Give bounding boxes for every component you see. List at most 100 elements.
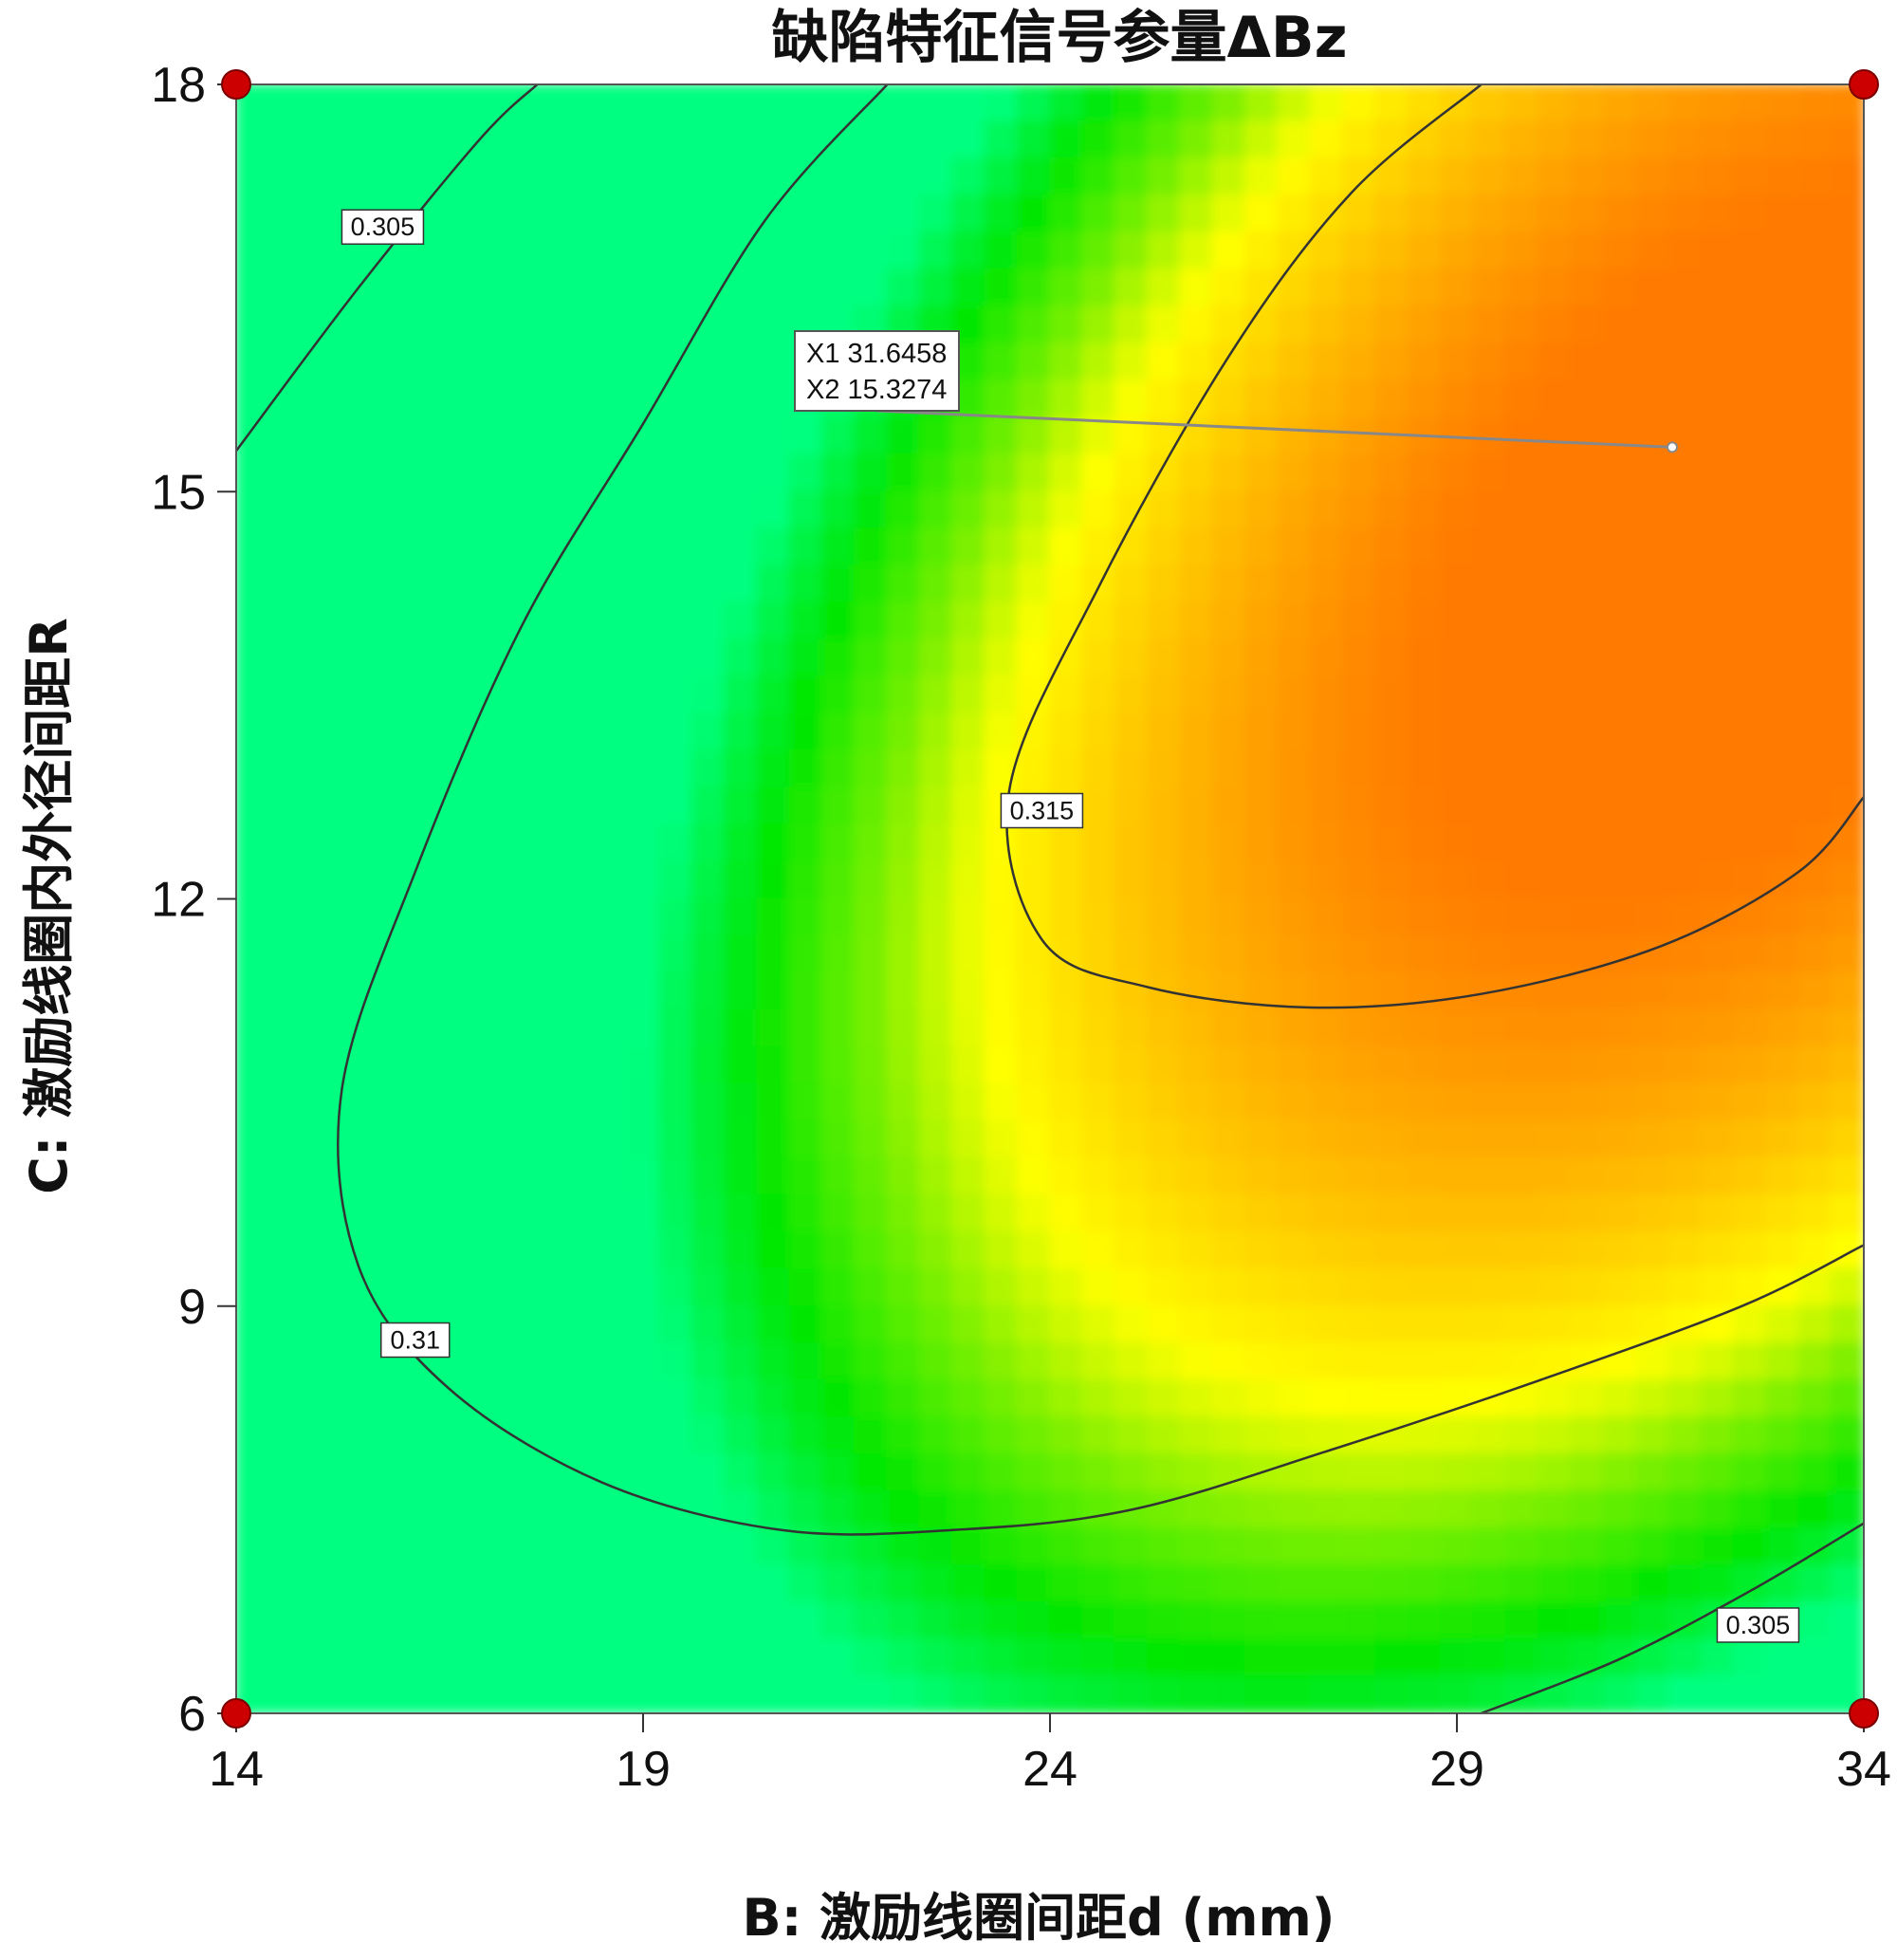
heatmap-cell <box>951 1638 986 1677</box>
heatmap-cell <box>1374 1267 1409 1307</box>
heatmap-cell <box>1634 1452 1670 1492</box>
svg-text:0.31: 0.31 <box>390 1326 440 1355</box>
heatmap-cell <box>236 1008 270 1048</box>
heatmap-cell <box>625 897 661 937</box>
heatmap-cell <box>984 1638 1019 1677</box>
heatmap-cell <box>1016 1119 1051 1159</box>
heatmap-cell <box>1309 1341 1344 1381</box>
heatmap-cell <box>1765 638 1800 678</box>
heatmap-cell <box>918 860 953 900</box>
heatmap-cell <box>1277 84 1312 122</box>
heatmap-cell <box>1765 1230 1800 1270</box>
heatmap-cell <box>495 231 530 271</box>
heatmap-cell <box>723 1600 759 1640</box>
heatmap-cell <box>1797 786 1833 826</box>
heatmap-cell <box>1114 379 1149 419</box>
heatmap-cell <box>1504 84 1539 122</box>
heatmap-cell <box>463 379 498 419</box>
heatmap-cell <box>397 490 433 530</box>
heatmap-cell <box>951 712 986 752</box>
heatmap-cell <box>756 823 791 863</box>
heatmap-cell <box>1570 1267 1605 1307</box>
heatmap-cell <box>1537 1415 1573 1455</box>
heatmap-cell <box>1765 1563 1800 1603</box>
heatmap-cell <box>495 305 530 345</box>
heatmap-cell <box>1700 157 1735 196</box>
heatmap-cell <box>1341 638 1377 678</box>
heatmap-cell <box>1211 823 1246 863</box>
heatmap-cell <box>1797 1600 1833 1640</box>
heatmap-cell <box>1830 897 1864 937</box>
heatmap-cell <box>756 1638 791 1677</box>
heatmap-cell <box>1700 1378 1735 1418</box>
heatmap-cell <box>1374 786 1409 826</box>
heatmap-cell <box>267 268 303 308</box>
heatmap-cell <box>756 1600 791 1640</box>
heatmap-cell <box>918 1045 953 1085</box>
heatmap-cell <box>1439 1638 1475 1677</box>
heatmap-cell <box>723 453 759 493</box>
heatmap-cell <box>1667 823 1703 863</box>
heatmap-cell <box>1602 231 1637 271</box>
heatmap-cell <box>658 749 693 789</box>
heatmap-cell <box>756 1415 791 1455</box>
heatmap-cell <box>854 1156 889 1196</box>
heatmap-cell <box>820 860 856 900</box>
heatmap-cell <box>886 120 921 159</box>
heatmap-cell <box>1602 860 1637 900</box>
heatmap-cell <box>561 1267 596 1307</box>
heatmap-cell <box>1504 1675 1539 1713</box>
heatmap-cell <box>430 194 466 234</box>
heatmap-cell <box>267 1230 303 1270</box>
heatmap-cell <box>463 1119 498 1159</box>
heatmap-cell <box>951 1119 986 1159</box>
heatmap-cell <box>300 1193 335 1233</box>
heatmap-cell <box>788 1119 823 1159</box>
heatmap-cell <box>1732 675 1767 715</box>
heatmap-cell <box>1439 342 1475 382</box>
heatmap-cell <box>333 1638 368 1677</box>
heatmap-cell <box>495 120 530 159</box>
heatmap-cell <box>1667 268 1703 308</box>
heatmap-cell <box>1830 1230 1864 1270</box>
heatmap-cell <box>1537 1008 1573 1048</box>
heatmap-cell <box>1114 1341 1149 1381</box>
heatmap-cell <box>854 1600 889 1640</box>
heatmap-cell <box>1830 268 1864 308</box>
heatmap-cell <box>658 1230 693 1270</box>
heatmap-cell <box>658 601 693 641</box>
heatmap-cell <box>1602 1304 1637 1344</box>
heatmap-cell <box>1439 1156 1475 1196</box>
heatmap-cell <box>1570 1675 1605 1713</box>
heatmap-cell <box>1341 1008 1377 1048</box>
heatmap-cell <box>1081 1119 1116 1159</box>
heatmap-cell <box>593 1267 628 1307</box>
heatmap-cell <box>1765 416 1800 456</box>
heatmap-cell <box>1374 194 1409 234</box>
heatmap-cell <box>1147 1563 1182 1603</box>
heatmap-cell <box>1830 1638 1864 1677</box>
heatmap-cell <box>527 1082 563 1122</box>
heatmap-cell <box>691 1267 726 1307</box>
heatmap-cell <box>300 1563 335 1603</box>
heatmap-cell <box>820 749 856 789</box>
heatmap-cell <box>1439 120 1475 159</box>
heatmap-cell <box>1341 971 1377 1011</box>
heatmap-cell <box>1243 749 1280 789</box>
heatmap-cell <box>430 638 466 678</box>
heatmap-cell <box>1634 564 1670 604</box>
heatmap-cell <box>1537 1563 1573 1603</box>
heatmap-cell <box>1570 268 1605 308</box>
heatmap-cell <box>886 1267 921 1307</box>
heatmap-cell <box>1374 934 1409 974</box>
heatmap-cell <box>854 490 889 530</box>
heatmap-cell <box>756 194 791 234</box>
heatmap-cell <box>788 268 823 308</box>
heatmap-cell <box>1602 342 1637 382</box>
heatmap-cell <box>593 1489 628 1529</box>
heatmap-cell <box>1472 1563 1507 1603</box>
heatmap-cell <box>300 564 335 604</box>
heatmap-cell <box>333 157 368 196</box>
heatmap-cell <box>1049 1008 1084 1048</box>
